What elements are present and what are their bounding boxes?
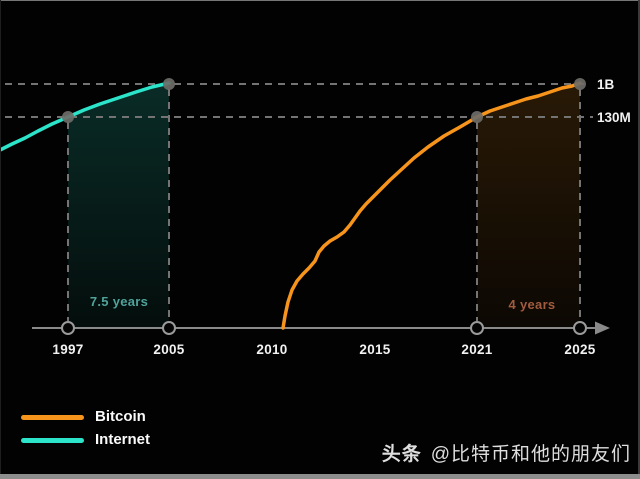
frame-edge-top <box>0 0 640 1</box>
x-tick-2021: 2021 <box>461 342 493 357</box>
x-tick-1997: 1997 <box>52 342 84 357</box>
milestone-dot-2 <box>471 111 483 123</box>
x-tick-2015: 2015 <box>359 342 391 357</box>
axis-node-0 <box>61 321 75 335</box>
axis-node-3 <box>573 321 587 335</box>
watermark: 头条 @比特币和他的朋友们 <box>382 439 631 466</box>
milestone-dot-1 <box>163 78 175 90</box>
y-axis-label-1b: 1B <box>597 77 615 92</box>
annotation-bitcoin-duration: 4 years <box>508 297 556 312</box>
bitcoin-line <box>281 81 582 330</box>
watermark-account: @比特币和他的朋友们 <box>430 444 631 465</box>
x-axis-arrow-icon <box>595 321 610 335</box>
internet-line <box>0 81 171 152</box>
frame-edge-right <box>638 0 640 479</box>
frame-edge-left <box>0 0 1 479</box>
internet-adoption-region <box>68 83 169 328</box>
axis-node-2 <box>470 321 484 335</box>
y-axis-label-130m: 130M <box>597 110 631 125</box>
x-tick-2005: 2005 <box>153 342 185 357</box>
x-tick-2025: 2025 <box>564 342 596 357</box>
frame-edge-bottom <box>0 474 640 479</box>
bitcoin-adoption-region <box>477 83 580 328</box>
axis-node-1 <box>162 321 176 335</box>
milestone-dot-0 <box>62 111 74 123</box>
annotation-internet-duration: 7.5 years <box>89 294 149 309</box>
x-tick-2010: 2010 <box>256 342 288 357</box>
watermark-brand: 头条 <box>381 444 422 465</box>
milestone-dot-3 <box>574 78 586 90</box>
